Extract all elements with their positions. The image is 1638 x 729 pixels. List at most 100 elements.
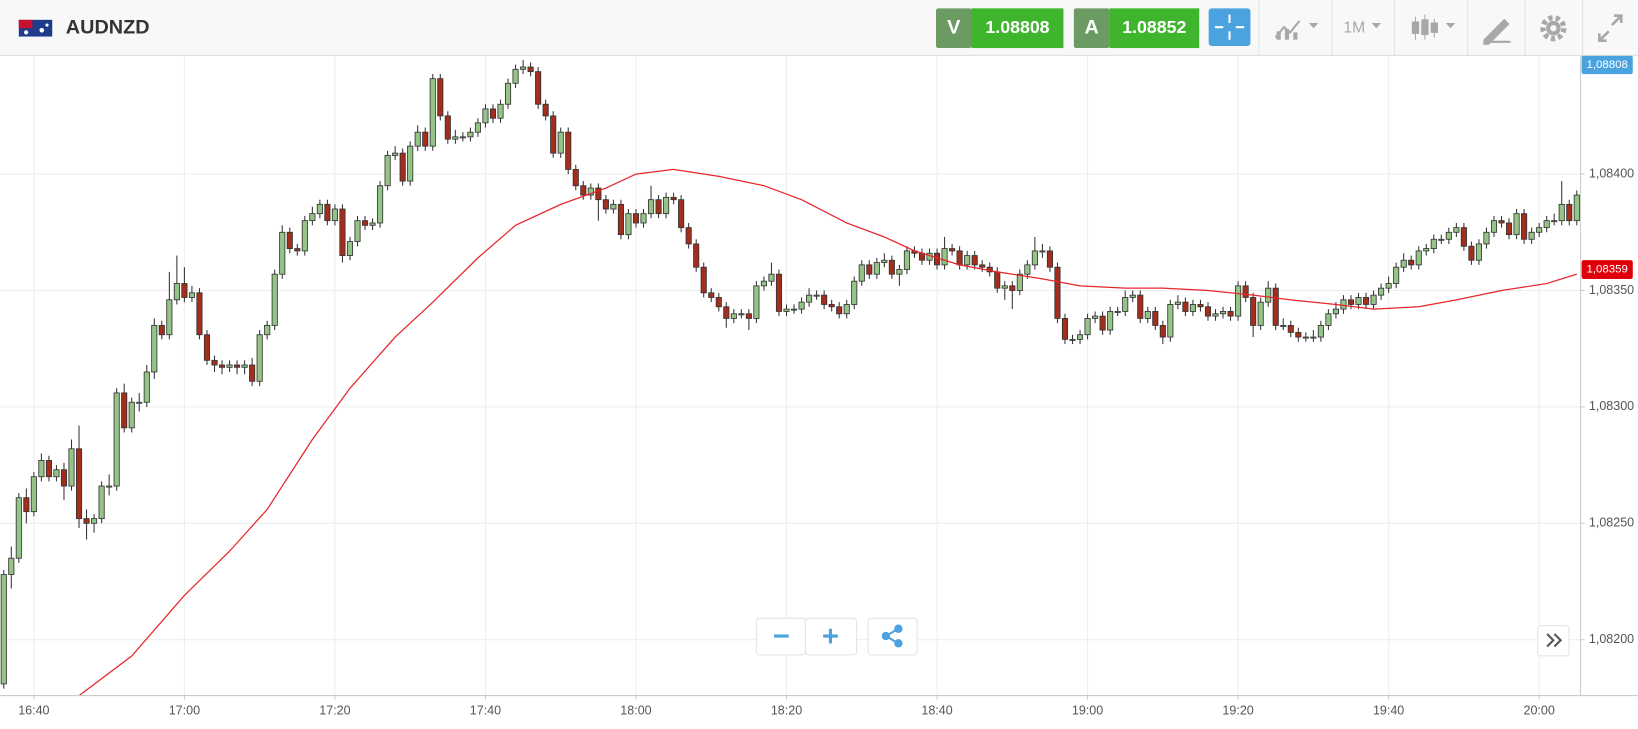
x-tick-label: 18:20 xyxy=(771,704,802,718)
candle-body xyxy=(414,131,421,147)
candle-body xyxy=(1302,336,1309,339)
candle-body xyxy=(632,213,640,224)
candle-body xyxy=(1099,315,1106,331)
candle-body xyxy=(1219,311,1227,315)
candle-body xyxy=(723,306,730,319)
candle-body xyxy=(813,294,820,297)
candle-body xyxy=(1423,248,1430,252)
candle-body xyxy=(158,324,165,336)
candle-body xyxy=(1092,315,1099,319)
candle-body xyxy=(1129,294,1136,298)
buy-button[interactable]: A 1.08852 xyxy=(1073,8,1200,49)
candle-body xyxy=(550,115,557,154)
candle-body xyxy=(949,248,956,252)
candle-body xyxy=(437,78,444,117)
candle-body xyxy=(489,108,497,119)
grid xyxy=(0,55,1581,696)
candle-body xyxy=(1114,311,1121,313)
candle-body xyxy=(1521,213,1528,240)
candle-body xyxy=(783,308,790,312)
candle-body xyxy=(354,220,361,243)
candle-body xyxy=(203,334,211,361)
candle-body xyxy=(361,220,369,226)
y-tick-label: 1,08200 xyxy=(1589,632,1634,646)
candle-body xyxy=(128,401,135,429)
candle-body xyxy=(1370,294,1377,305)
candle-body xyxy=(226,364,233,368)
flag-icon xyxy=(18,19,53,37)
sell-label: V xyxy=(947,16,961,38)
candle-body xyxy=(775,273,783,312)
candle-body xyxy=(1445,231,1452,240)
candle-body xyxy=(482,108,489,124)
candle-body xyxy=(1295,331,1302,338)
draw-button[interactable] xyxy=(1483,18,1511,45)
candle-body xyxy=(1197,304,1204,308)
candle-body xyxy=(512,68,519,84)
candle-body xyxy=(520,66,527,70)
candle-body xyxy=(1393,266,1400,284)
candle-body xyxy=(979,264,986,268)
y-tick-label: 1,08350 xyxy=(1589,283,1634,297)
candle-body xyxy=(806,294,813,303)
candle-body xyxy=(467,131,474,138)
interval-button[interactable]: 1M xyxy=(1343,19,1382,36)
candle-body xyxy=(98,485,105,520)
candle-body xyxy=(1340,299,1347,310)
scroll-right-button[interactable] xyxy=(1537,625,1570,657)
fullscreen-button[interactable] xyxy=(1598,14,1623,43)
candle-body xyxy=(858,264,865,282)
zoom-in-button[interactable] xyxy=(804,617,858,656)
candle-body xyxy=(377,185,384,224)
candle-body xyxy=(1069,338,1076,341)
candle-body xyxy=(1144,311,1151,319)
candle-body xyxy=(1235,285,1242,317)
candle-body xyxy=(745,313,752,319)
candle-body xyxy=(8,557,15,575)
x-tick-label: 20:00 xyxy=(1523,704,1554,718)
x-tick-label: 17:40 xyxy=(470,704,501,718)
candle-body xyxy=(1362,297,1370,305)
candle-body xyxy=(45,460,52,478)
candle-body xyxy=(1204,306,1212,317)
zoom-out-button[interactable] xyxy=(755,617,806,656)
candle-body xyxy=(715,297,722,308)
candle-body xyxy=(459,136,466,139)
candle-body xyxy=(234,364,241,368)
candle-body xyxy=(1378,287,1385,296)
indicator-button[interactable] xyxy=(1274,20,1319,40)
candle-body xyxy=(444,115,451,140)
candle-body xyxy=(1430,238,1437,250)
candle-body xyxy=(1054,266,1061,319)
candle-body xyxy=(1408,259,1415,266)
candle-body xyxy=(181,283,188,298)
share-button[interactable] xyxy=(867,617,918,656)
candle-body xyxy=(1016,273,1023,291)
candle-body xyxy=(1558,203,1565,222)
candle-body xyxy=(264,324,271,336)
candle-body xyxy=(647,199,655,215)
candle-body xyxy=(1385,283,1392,289)
candle-body xyxy=(1490,220,1498,233)
candle-body xyxy=(708,292,715,298)
candle-body xyxy=(1543,220,1550,229)
candle-body xyxy=(617,203,624,236)
candle-body xyxy=(1347,299,1355,305)
candle-body xyxy=(768,273,775,282)
sell-button[interactable]: V 1.08808 xyxy=(936,8,1064,49)
candle-body xyxy=(1528,231,1535,240)
candle-body xyxy=(730,313,737,319)
candle-body xyxy=(339,208,346,256)
crosshair-button[interactable] xyxy=(1208,8,1251,46)
settings-button[interactable] xyxy=(1540,15,1567,42)
x-tick-label: 17:00 xyxy=(169,704,200,718)
candle-body xyxy=(1310,336,1317,339)
candle-body xyxy=(121,392,128,429)
chart-type-button[interactable] xyxy=(1411,14,1456,40)
y-tick-label: 1,08250 xyxy=(1589,516,1634,530)
bid-badge-label: 1,08808 xyxy=(1586,59,1627,71)
candle-body xyxy=(173,283,180,301)
candle-body xyxy=(843,304,850,315)
candle-body xyxy=(580,185,587,196)
candle-body xyxy=(249,364,256,382)
